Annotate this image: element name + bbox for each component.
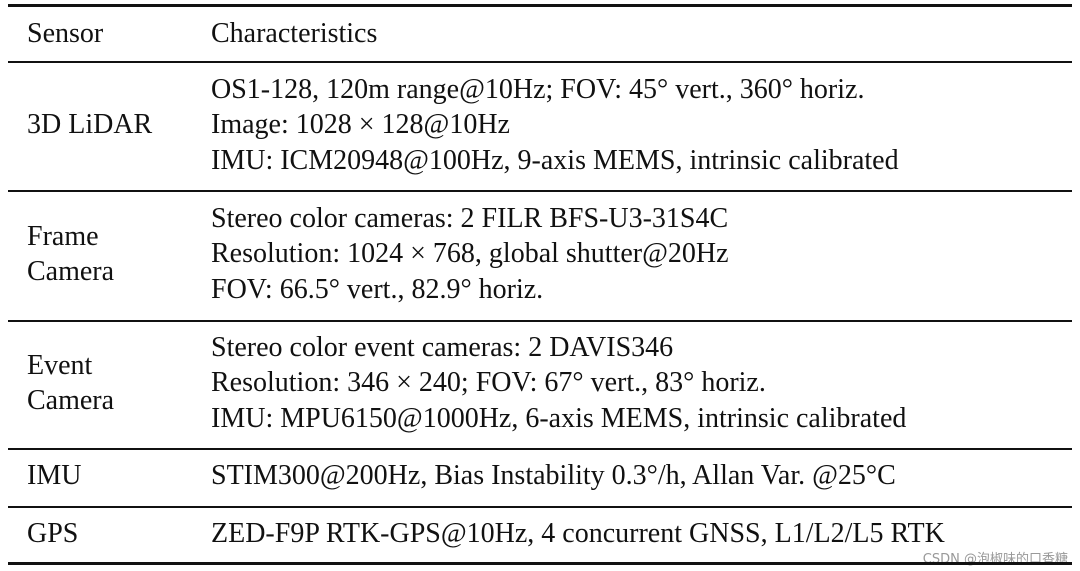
characteristic-line: IMU: ICM20948@100Hz, 9-axis MEMS, intrin… (211, 144, 899, 176)
characteristic-line: Resolution: 1024 × 768, global shutter@2… (211, 238, 729, 270)
sensor-name: Camera (27, 256, 115, 287)
characteristic-line: FOV: 66.5° vert., 82.9° horiz. (211, 273, 544, 305)
characteristic-line: Image: 1028 × 128@10Hz (211, 109, 510, 141)
characteristic-line: ZED-F9P RTK-GPS@10Hz, 4 concurrent GNSS,… (211, 517, 945, 549)
sensor-name: 3D LiDAR (27, 109, 153, 141)
sensor-name: GPS (27, 517, 79, 549)
characteristic-line: Resolution: 346 × 240; FOV: 67° vert., 8… (211, 367, 766, 399)
row-rule (8, 320, 1072, 322)
header-cell: Sensor (27, 18, 104, 49)
header-cell: Characteristics (211, 18, 378, 49)
characteristic-line: Stereo color event cameras: 2 DAVIS346 (211, 331, 674, 363)
characteristic-line: IMU: MPU6150@1000Hz, 6-axis MEMS, intrin… (211, 402, 907, 434)
characteristic-line: OS1-128, 120m range@10Hz; FOV: 45° vert.… (211, 73, 865, 105)
row-rule (8, 448, 1072, 450)
sensor-name: Frame (27, 220, 99, 252)
bottom-rule (8, 562, 1072, 565)
sensor-name: Event (27, 349, 93, 381)
sensor-name: Camera (27, 385, 115, 416)
top-rule (8, 4, 1072, 7)
header-rule (8, 61, 1072, 63)
row-rule (8, 190, 1072, 192)
characteristic-line: Stereo color cameras: 2 FILR BFS-U3-31S4… (211, 202, 729, 234)
row-rule (8, 506, 1072, 508)
sensor-name: IMU (27, 460, 82, 492)
characteristic-line: STIM300@200Hz, Bias Instability 0.3°/h, … (211, 460, 896, 492)
